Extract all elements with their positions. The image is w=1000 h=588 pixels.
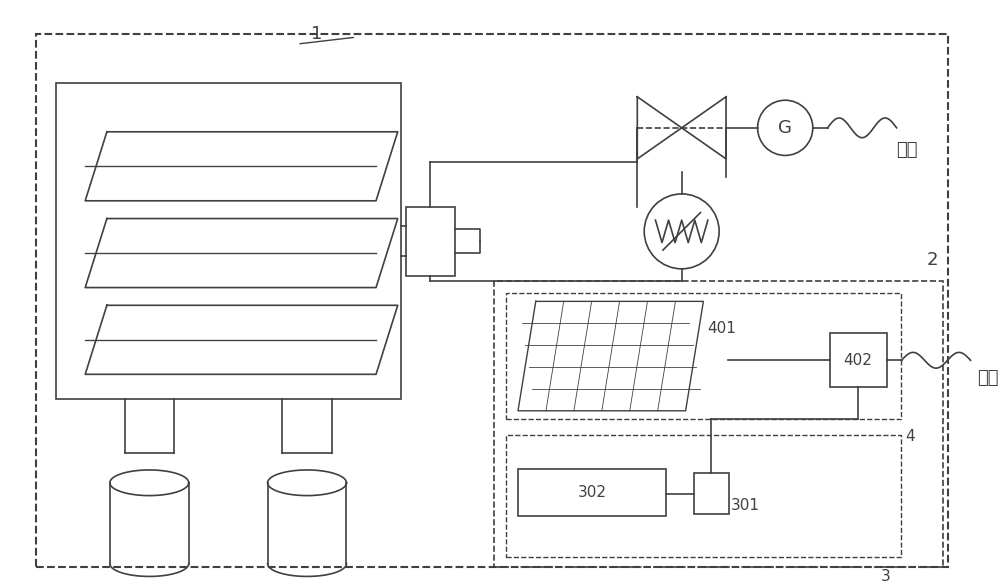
Text: 401: 401 [707, 321, 736, 336]
FancyBboxPatch shape [830, 333, 887, 387]
Text: 301: 301 [730, 499, 759, 513]
Text: 402: 402 [844, 353, 873, 368]
Text: 1: 1 [311, 25, 323, 43]
Text: 并网: 并网 [897, 141, 918, 159]
FancyBboxPatch shape [518, 469, 666, 516]
FancyBboxPatch shape [694, 473, 729, 514]
Text: 4: 4 [905, 429, 915, 443]
Text: G: G [778, 119, 792, 137]
Text: 3: 3 [881, 569, 891, 583]
FancyBboxPatch shape [56, 83, 401, 399]
Text: 302: 302 [577, 485, 606, 500]
Text: 负载: 负载 [977, 369, 999, 387]
Text: 2: 2 [927, 251, 938, 269]
FancyBboxPatch shape [406, 207, 455, 276]
